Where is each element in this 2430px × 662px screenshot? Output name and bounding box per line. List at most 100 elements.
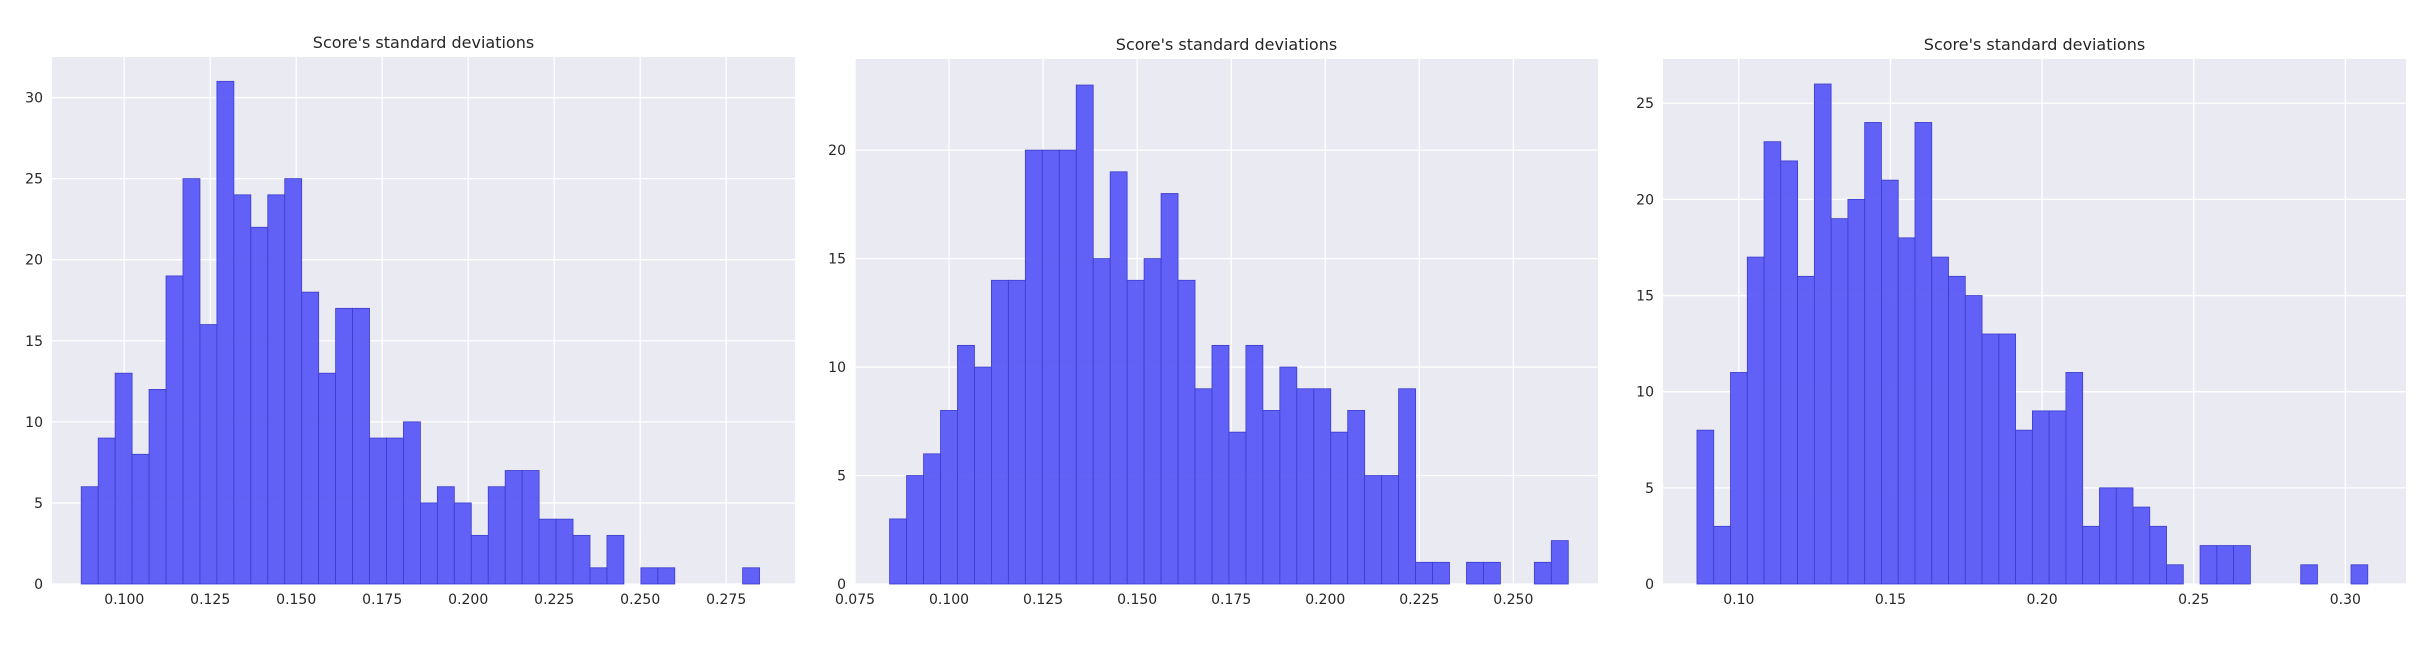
x-tick-label: 0.25: [2178, 592, 2209, 608]
histogram-bar: [991, 279, 1009, 585]
histogram-bar: [436, 486, 455, 585]
x-tick-label: 0.10: [1723, 592, 1754, 608]
histogram-bar: [267, 194, 286, 585]
y-tick-label: 5: [1645, 481, 1654, 497]
histogram-bar: [1279, 366, 1298, 585]
histogram-bar: [1730, 372, 1748, 585]
histogram-bar: [1007, 279, 1026, 585]
x-tick-label: 0.125: [1023, 592, 1063, 608]
y-tick-label: 5: [34, 496, 43, 512]
histogram-bar: [1398, 388, 1416, 585]
histogram-bar: [2216, 545, 2235, 585]
histogram-bar: [403, 421, 421, 585]
x-tick-label: 0.20: [2026, 592, 2057, 608]
y-axis-tick-labels: 0 5 10 15 20 25 30: [25, 91, 43, 593]
y-tick-label: 0: [837, 577, 846, 593]
histogram-bar: [2115, 487, 2134, 585]
histogram-bar: [1245, 344, 1264, 585]
histogram-bar: [1041, 149, 1060, 585]
x-tick-label: 0.100: [104, 592, 144, 608]
histogram-bar: [521, 470, 540, 585]
histogram-bar: [957, 344, 975, 585]
x-tick-label: 0.075: [835, 592, 875, 608]
histogram-bar: [2031, 410, 2050, 585]
histogram-bar: [233, 194, 252, 585]
histogram-bar: [923, 453, 941, 585]
histogram-bar: [1262, 410, 1281, 585]
y-tick-label: 20: [1636, 192, 1654, 208]
histogram-bar: [889, 518, 907, 585]
histogram-bar: [301, 291, 320, 585]
histogram-bar: [1109, 171, 1128, 585]
y-tick-label: 20: [828, 143, 846, 159]
x-tick-label: 0.125: [190, 592, 230, 608]
x-tick-label: 0.15: [1875, 592, 1906, 608]
histogram-bar: [369, 437, 387, 585]
histogram-chart-3: Score's standard deviations 0.10 0.15 0.20…: [1636, 35, 2406, 608]
chart-title: Score's standard deviations: [1116, 35, 1337, 54]
y-tick-label: 15: [828, 252, 846, 268]
histogram-bar: [1228, 431, 1247, 585]
histogram-bar: [906, 475, 924, 585]
histogram-bar: [1381, 475, 1400, 585]
x-tick-label: 0.175: [1211, 592, 1251, 608]
y-tick-label: 20: [25, 253, 43, 269]
histogram-bar: [1550, 540, 1569, 585]
y-tick-label: 10: [25, 415, 43, 431]
histogram-bar: [538, 518, 557, 585]
histogram-bar: [1847, 198, 1866, 585]
histogram-bar: [1126, 279, 1145, 585]
histogram-bar: [1998, 333, 2017, 585]
histogram-bar: [742, 567, 760, 585]
y-tick-label: 15: [25, 334, 43, 350]
histogram-bar: [148, 389, 167, 585]
histogram-bar: [1830, 218, 1849, 585]
histogram-bar: [1713, 525, 1731, 585]
histogram-bar: [1864, 122, 1882, 585]
bars: [80, 80, 760, 585]
histogram-bar: [2082, 525, 2100, 585]
histogram-bar: [2132, 506, 2151, 585]
histogram-bar: [1483, 561, 1501, 585]
histogram-bar: [199, 324, 218, 585]
histogram-bar: [1881, 179, 1899, 585]
x-tick-label: 0.275: [706, 592, 746, 608]
histogram-bar: [1075, 84, 1094, 585]
x-tick-label: 0.150: [1117, 592, 1157, 608]
x-tick-label: 0.100: [929, 592, 969, 608]
histogram-chart-2: Score's standard deviations 0.075 0.100 0.…: [828, 35, 1598, 608]
histogram-bar: [1746, 256, 1765, 585]
histogram-bar: [1160, 193, 1179, 585]
bars: [1696, 83, 2369, 585]
x-tick-label: 0.200: [448, 592, 488, 608]
histogram-bar: [1813, 83, 1832, 585]
histogram-bar: [182, 178, 201, 585]
histogram-bar: [555, 518, 574, 585]
histogram-bar: [1024, 149, 1043, 585]
histogram-bar: [1696, 429, 1715, 585]
y-tick-label: 25: [1636, 96, 1654, 112]
histogram-bar: [470, 534, 489, 585]
histogram-bar: [453, 502, 472, 585]
x-axis-tick-labels: 0.075 0.100 0.125 0.150 0.175 0.200 0.225 0.250: [835, 592, 1533, 608]
histogram-bar: [2199, 545, 2218, 585]
y-axis-tick-labels: 0 5 10 15 20 25: [1636, 96, 1654, 593]
y-tick-label: 30: [25, 91, 43, 107]
histogram-bar: [1177, 279, 1196, 585]
histogram-bar: [2015, 429, 2033, 585]
x-tick-label: 0.225: [534, 592, 574, 608]
histogram-bar: [974, 366, 992, 585]
histogram-bar: [487, 486, 506, 585]
y-tick-label: 0: [1645, 577, 1654, 593]
histogram-bar: [1313, 388, 1332, 585]
x-tick-label: 0.30: [2330, 592, 2361, 608]
histogram-bar: [504, 470, 523, 585]
histogram-bar: [318, 372, 337, 585]
y-tick-label: 25: [25, 172, 43, 188]
histogram-bar: [1797, 275, 1815, 585]
histogram-bar: [1211, 344, 1230, 585]
histogram-bar: [606, 534, 625, 585]
histogram-bar: [1347, 410, 1366, 585]
histogram-bar: [1092, 258, 1111, 585]
